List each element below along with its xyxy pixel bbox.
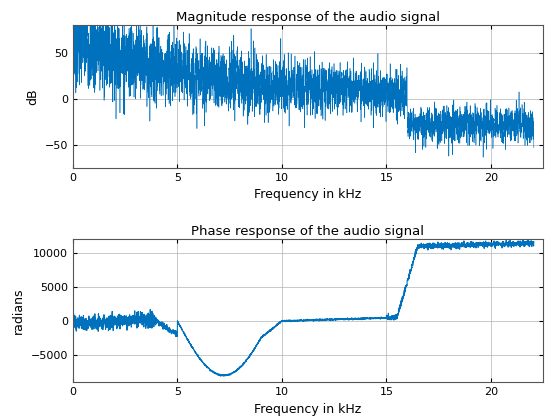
X-axis label: Frequency in kHz: Frequency in kHz (254, 189, 362, 202)
X-axis label: Frequency in kHz: Frequency in kHz (254, 403, 362, 416)
Y-axis label: radians: radians (12, 288, 25, 334)
Y-axis label: dB: dB (26, 88, 39, 105)
Title: Magnitude response of the audio signal: Magnitude response of the audio signal (176, 11, 440, 24)
Title: Phase response of the audio signal: Phase response of the audio signal (192, 225, 424, 238)
